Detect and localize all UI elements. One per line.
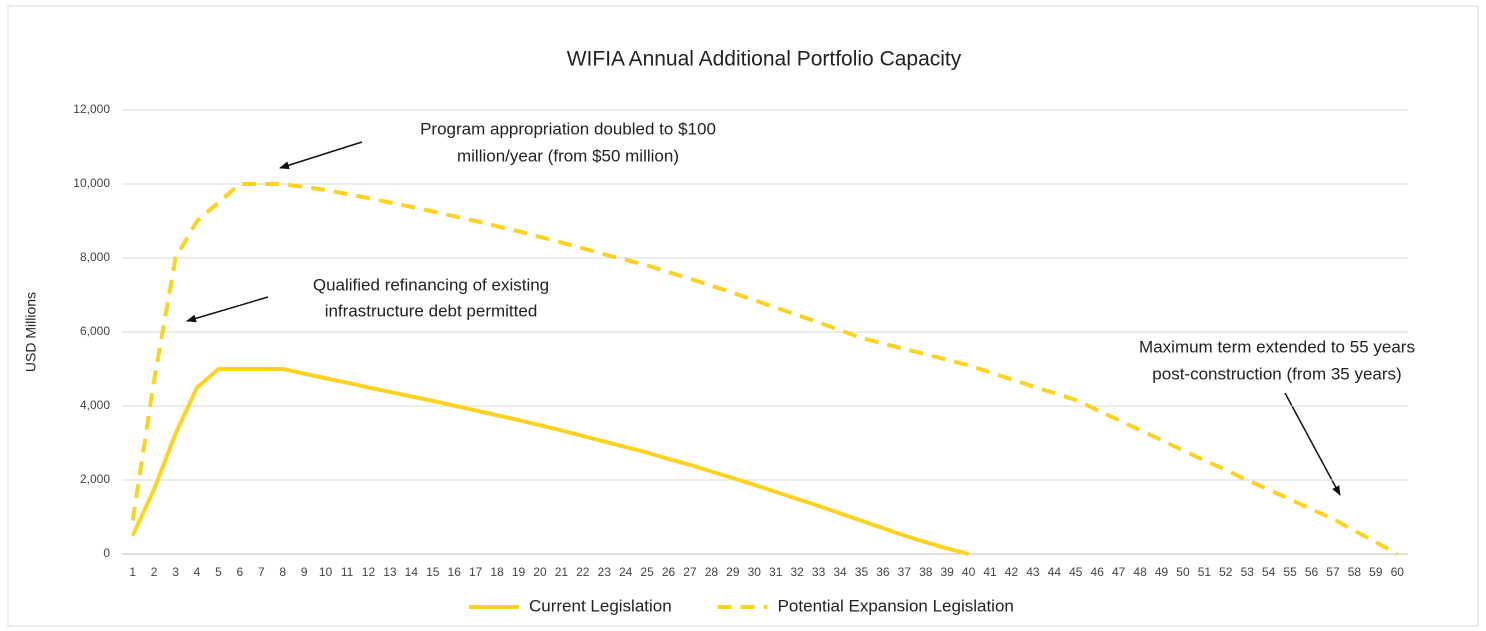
x-tick-label: 35 [855,565,869,579]
annotation-line: post-construction (from 35 years) [1152,364,1401,383]
y-tick-label: 2,000 [80,472,110,486]
x-tick-label: 50 [1176,565,1190,579]
x-tick-label: 57 [1326,565,1340,579]
y-tick-label: 6,000 [80,324,110,338]
annotation-arrow [279,141,363,170]
x-tick-label: 30 [748,565,762,579]
x-tick-label: 54 [1262,565,1276,579]
x-tick-label: 55 [1283,565,1297,579]
x-tick-label: 1 [129,565,136,579]
x-tick-label: 31 [769,565,783,579]
x-tick-label: 15 [426,565,440,579]
x-tick-label: 24 [619,565,633,579]
x-tick-label: 38 [919,565,933,579]
x-tick-label: 4 [194,565,201,579]
y-axis-label: USD Millions [23,292,39,372]
x-tick-label: 37 [898,565,912,579]
x-tick-label: 34 [833,565,847,579]
x-tick-label: 9 [301,565,308,579]
x-tick-label: 12 [362,565,376,579]
x-tick-label: 48 [1133,565,1147,579]
x-tick-label: 13 [383,565,397,579]
annotation-line: Maximum term extended to 55 years [1139,337,1415,356]
frame [7,5,1479,627]
x-tick-label: 33 [812,565,826,579]
series-line [130,367,970,556]
y-tick-label: 4,000 [80,398,110,412]
x-tick-label: 32 [790,565,804,579]
annotation-line: infrastructure debt permitted [325,301,538,320]
annotation: Maximum term extended to 55 years post-c… [1139,337,1415,496]
x-tick-label: 51 [1198,565,1212,579]
x-tick-label: 25 [640,565,654,579]
x-tick-label: 40 [962,565,976,579]
x-tick-label: 3 [172,565,179,579]
annotation-line: Qualified refinancing of existing [313,275,549,294]
x-tick-label: 56 [1305,565,1319,579]
x-tick-label: 42 [1005,565,1019,579]
annotation-arrow [186,296,269,323]
x-tick-label: 18 [490,565,504,579]
x-tick-label: 36 [876,565,890,579]
x-tick-label: 43 [1026,565,1040,579]
annotation-line: million/year (from $50 million) [457,146,679,165]
x-tick-label: 17 [469,565,483,579]
x-tick-label: 14 [405,565,419,579]
x-tick-label: 23 [598,565,612,579]
x-tick-label: 8 [279,565,286,579]
x-tick-label: 53 [1241,565,1255,579]
x-tick-label: 52 [1219,565,1233,579]
x-tick-label: 47 [1112,565,1126,579]
x-tick-label: 10 [319,565,333,579]
x-tick-label: 11 [341,565,354,579]
legend-item: Current Legislation [469,596,672,615]
legend-label: Current Legislation [529,596,672,615]
x-tick-label: 6 [237,565,244,579]
x-tick-label: 20 [533,565,547,579]
x-tick-label: 59 [1369,565,1383,579]
legend-item: Potential Expansion Legislation [717,596,1014,615]
x-tick-label: 44 [1048,565,1062,579]
x-tick-label: 58 [1348,565,1362,579]
x-tick-label: 16 [448,565,462,579]
series-line [130,182,1399,556]
legend-label: Potential Expansion Legislation [778,596,1014,615]
y-tick-label: 10,000 [73,176,110,190]
x-tick-label: 46 [1091,565,1105,579]
annotation-line: Program appropriation doubled to $100 [420,119,716,138]
x-tick-label: 60 [1391,565,1405,579]
y-tick-label: 0 [103,546,110,560]
x-tick-label: 5 [215,565,222,579]
x-tick-label: 2 [151,565,158,579]
x-tick-label: 27 [683,565,697,579]
annotation-arrow [1284,392,1341,496]
x-tick-label: 26 [662,565,676,579]
y-tick-label: 8,000 [80,250,110,264]
x-tick-label: 19 [512,565,526,579]
annotation: Qualified refinancing of existing infras… [186,275,549,323]
x-tick-label: 39 [941,565,955,579]
x-tick-label: 29 [726,565,740,579]
x-tick-label: 7 [258,565,265,579]
x-tick-label: 41 [983,565,997,579]
x-tick-label: 21 [555,565,569,579]
x-tick-label: 45 [1069,565,1083,579]
x-tick-label: 22 [576,565,590,579]
x-tick-label: 28 [705,565,719,579]
annotation: Program appropriation doubled to $100 mi… [279,119,716,170]
x-tick-label: 49 [1155,565,1169,579]
chart-title: WIFIA Annual Additional Portfolio Capaci… [567,48,962,71]
y-tick-label: 12,000 [73,102,110,116]
